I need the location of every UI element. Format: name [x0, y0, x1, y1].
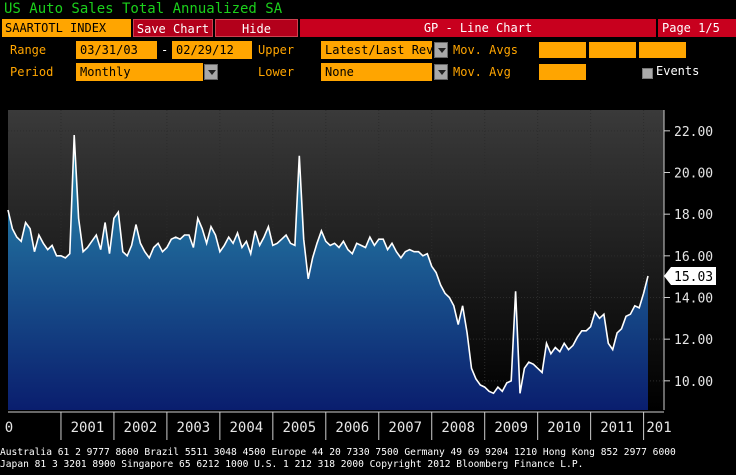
series-area — [8, 135, 648, 410]
mov-avg-input-2[interactable] — [589, 42, 636, 58]
range-dash: - — [161, 43, 169, 57]
y-axis-ticks: 22.00 20.00 18.00 16.00 14.00 12.00 10.00 — [664, 125, 713, 390]
save-chart-button[interactable]: Save Chart — [133, 19, 213, 37]
y-tick-label: 22.00 — [674, 125, 713, 140]
footer: Australia 61 2 9777 8600 Brazil 5511 304… — [0, 446, 736, 475]
x-axis-ticks: 0 2001 2002 2003 2004 2005 2006 2007 2008 2009 201… — [5, 412, 672, 440]
x-tick-label: 2007 — [388, 420, 422, 436]
x-tick-label: 2010 — [547, 420, 581, 436]
x-tick-label: 2003 — [177, 420, 211, 436]
x-tick-label: 2009 — [494, 420, 528, 436]
range-label: Range — [10, 43, 47, 57]
footer-copyright: Japan 81 3 3201 8900 Singapore 65 6212 1… — [0, 459, 584, 470]
lower-dropdown-icon[interactable] — [434, 64, 448, 80]
upper-label: Upper — [258, 43, 295, 57]
mov-avg-lower-input[interactable] — [539, 64, 586, 80]
period-dropdown-icon[interactable] — [204, 64, 218, 80]
upper-dropdown-icon[interactable] — [434, 42, 448, 58]
x-tick-label: 2005 — [282, 420, 316, 436]
y-tick-label: 10.00 — [674, 375, 713, 390]
y-tick-label: 18.00 — [674, 208, 713, 223]
line-chart: 22.00 20.00 18.00 16.00 14.00 12.00 10.00 15.0… — [5, 110, 716, 440]
page-title: US Auto Sales Total Annualized SA — [4, 1, 283, 17]
mov-avg-input-1[interactable] — [539, 42, 586, 58]
y-tick-label: 16.00 — [674, 250, 713, 265]
period-select[interactable]: Monthly — [76, 63, 203, 81]
x-tick-label: 2011 — [600, 420, 634, 436]
page-indicator[interactable]: Page 1/5 — [658, 19, 736, 37]
series-line — [7, 134, 649, 395]
x-tick-label: 2001 — [71, 420, 105, 436]
function-bar — [300, 19, 656, 37]
start-date-input[interactable]: 03/31/03 — [76, 41, 157, 59]
ticker-field[interactable]: SAARTOTL INDEX — [2, 19, 131, 37]
events-label: Events — [656, 64, 700, 78]
events-checkbox[interactable] — [642, 68, 653, 79]
x-tick-label: 0 — [5, 420, 13, 436]
y-tick-label: 20.00 — [674, 167, 713, 182]
lower-select[interactable]: None — [321, 63, 432, 81]
function-title: GP - Line Chart — [423, 21, 533, 35]
x-tick-label: 2002 — [124, 420, 158, 436]
upper-select[interactable]: Latest/Last Revi — [321, 41, 432, 59]
lower-label: Lower — [258, 65, 295, 79]
footer-contacts: Australia 61 2 9777 8600 Brazil 5511 304… — [0, 447, 676, 458]
hide-button[interactable]: Hide — [215, 19, 298, 37]
x-tick-label: 2008 — [441, 420, 475, 436]
x-tick-label: 201 — [646, 420, 671, 436]
period-label: Period — [10, 65, 54, 79]
mov-avg-label: Mov. Avg — [453, 65, 511, 79]
y-tick-label: 14.00 — [674, 292, 713, 307]
end-date-input[interactable]: 02/29/12 — [172, 41, 252, 59]
last-value-marker: 15.03 — [664, 267, 716, 286]
y-tick-label: 12.00 — [674, 333, 713, 348]
last-value-label: 15.03 — [674, 270, 713, 285]
mov-avgs-label: Mov. Avgs — [453, 43, 519, 57]
x-tick-label: 2004 — [229, 420, 263, 436]
x-tick-label: 2006 — [335, 420, 369, 436]
mov-avg-input-3[interactable] — [639, 42, 686, 58]
